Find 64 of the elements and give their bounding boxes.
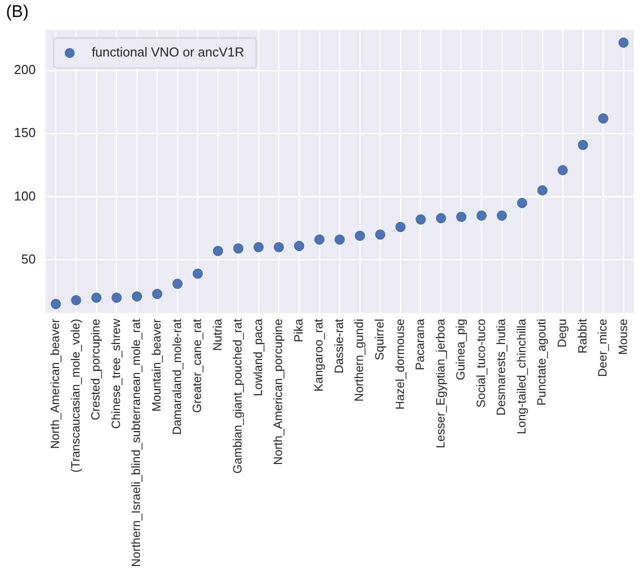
point [577,139,589,151]
point [212,245,224,257]
x-tick-label: Mountain_beaver [150,318,164,412]
point [90,292,102,304]
x-tick-label: Punctate_agouti [534,318,549,406]
point [314,234,326,246]
point [556,164,568,176]
point [414,214,427,226]
point [394,221,406,233]
x-tick-label: Rabbit [575,318,590,354]
point [192,268,204,280]
x-tick-label: Crested_porcupine [88,318,103,420]
x-tick-label: Kangaroo_rat [312,318,326,392]
x-tick-label: Desmarests_hutia [494,318,508,416]
x-tick-label: Damaraland_mole-rat [170,318,184,435]
x-tick-label: Mouse [616,318,630,355]
point [435,212,447,224]
x-tick-label: Long-tailed_chinchilla [514,318,528,434]
point [110,292,122,304]
x-tick-label: Nutria [210,318,224,351]
point [131,290,143,302]
x-tick-label: Dassie-rat [332,318,346,374]
x-tick-label: Squirrel [372,318,387,360]
x-tick-label: (Transcaucasian_mole_vole) [68,318,82,472]
point [496,210,508,222]
x-tick-label: Northern_Israeli_blind_subterranean_mole_rat [129,318,144,568]
point [516,197,528,209]
point [456,211,468,223]
point [172,278,184,290]
point [70,294,82,306]
x-tick-label: Lesser_Egyptian_jerboa [433,318,448,448]
x-tick-label: Pacarana [413,318,428,370]
text: (B) [6,2,29,22]
x-tick-label: North_American_porcupine [271,318,286,465]
x-tick-label: Pika [291,318,306,342]
y-tick-label: 100 [14,188,36,204]
point [293,240,305,252]
x-tick-label: North_American_beaver [48,318,62,449]
y-tick-label: 150 [14,125,36,140]
point [476,210,488,222]
point [354,230,366,242]
point [374,228,386,240]
x-tick-label: Chinese_tree_shrew [108,318,123,429]
x-tick-label: Deer_mice [596,318,610,377]
legend-label: functional VNO or ancV1R [92,44,244,60]
x-tick-label: Greater_cane_rat [190,318,204,413]
x-tick-label: Lowland_paca [250,318,265,396]
point [536,184,548,196]
y-tick-label: 200 [14,62,36,77]
y-tick-label: 50 [21,251,36,266]
point [50,298,62,310]
point [273,241,285,253]
x-tick-label: Gambian_giant_pouched_rat [230,318,245,474]
point [597,112,610,124]
point [151,288,163,300]
point [252,241,264,253]
x-tick-label: Degu [554,318,569,348]
x-tick-label: Guinea_pig [454,318,468,380]
point [334,234,346,246]
x-tick-label: Hazel_dormouse [392,318,407,410]
point [232,242,244,254]
x-tick-label: Northern_gundi [352,318,366,402]
x-tick-label: Social_tuco-tuco [474,318,488,408]
point [618,36,630,48]
